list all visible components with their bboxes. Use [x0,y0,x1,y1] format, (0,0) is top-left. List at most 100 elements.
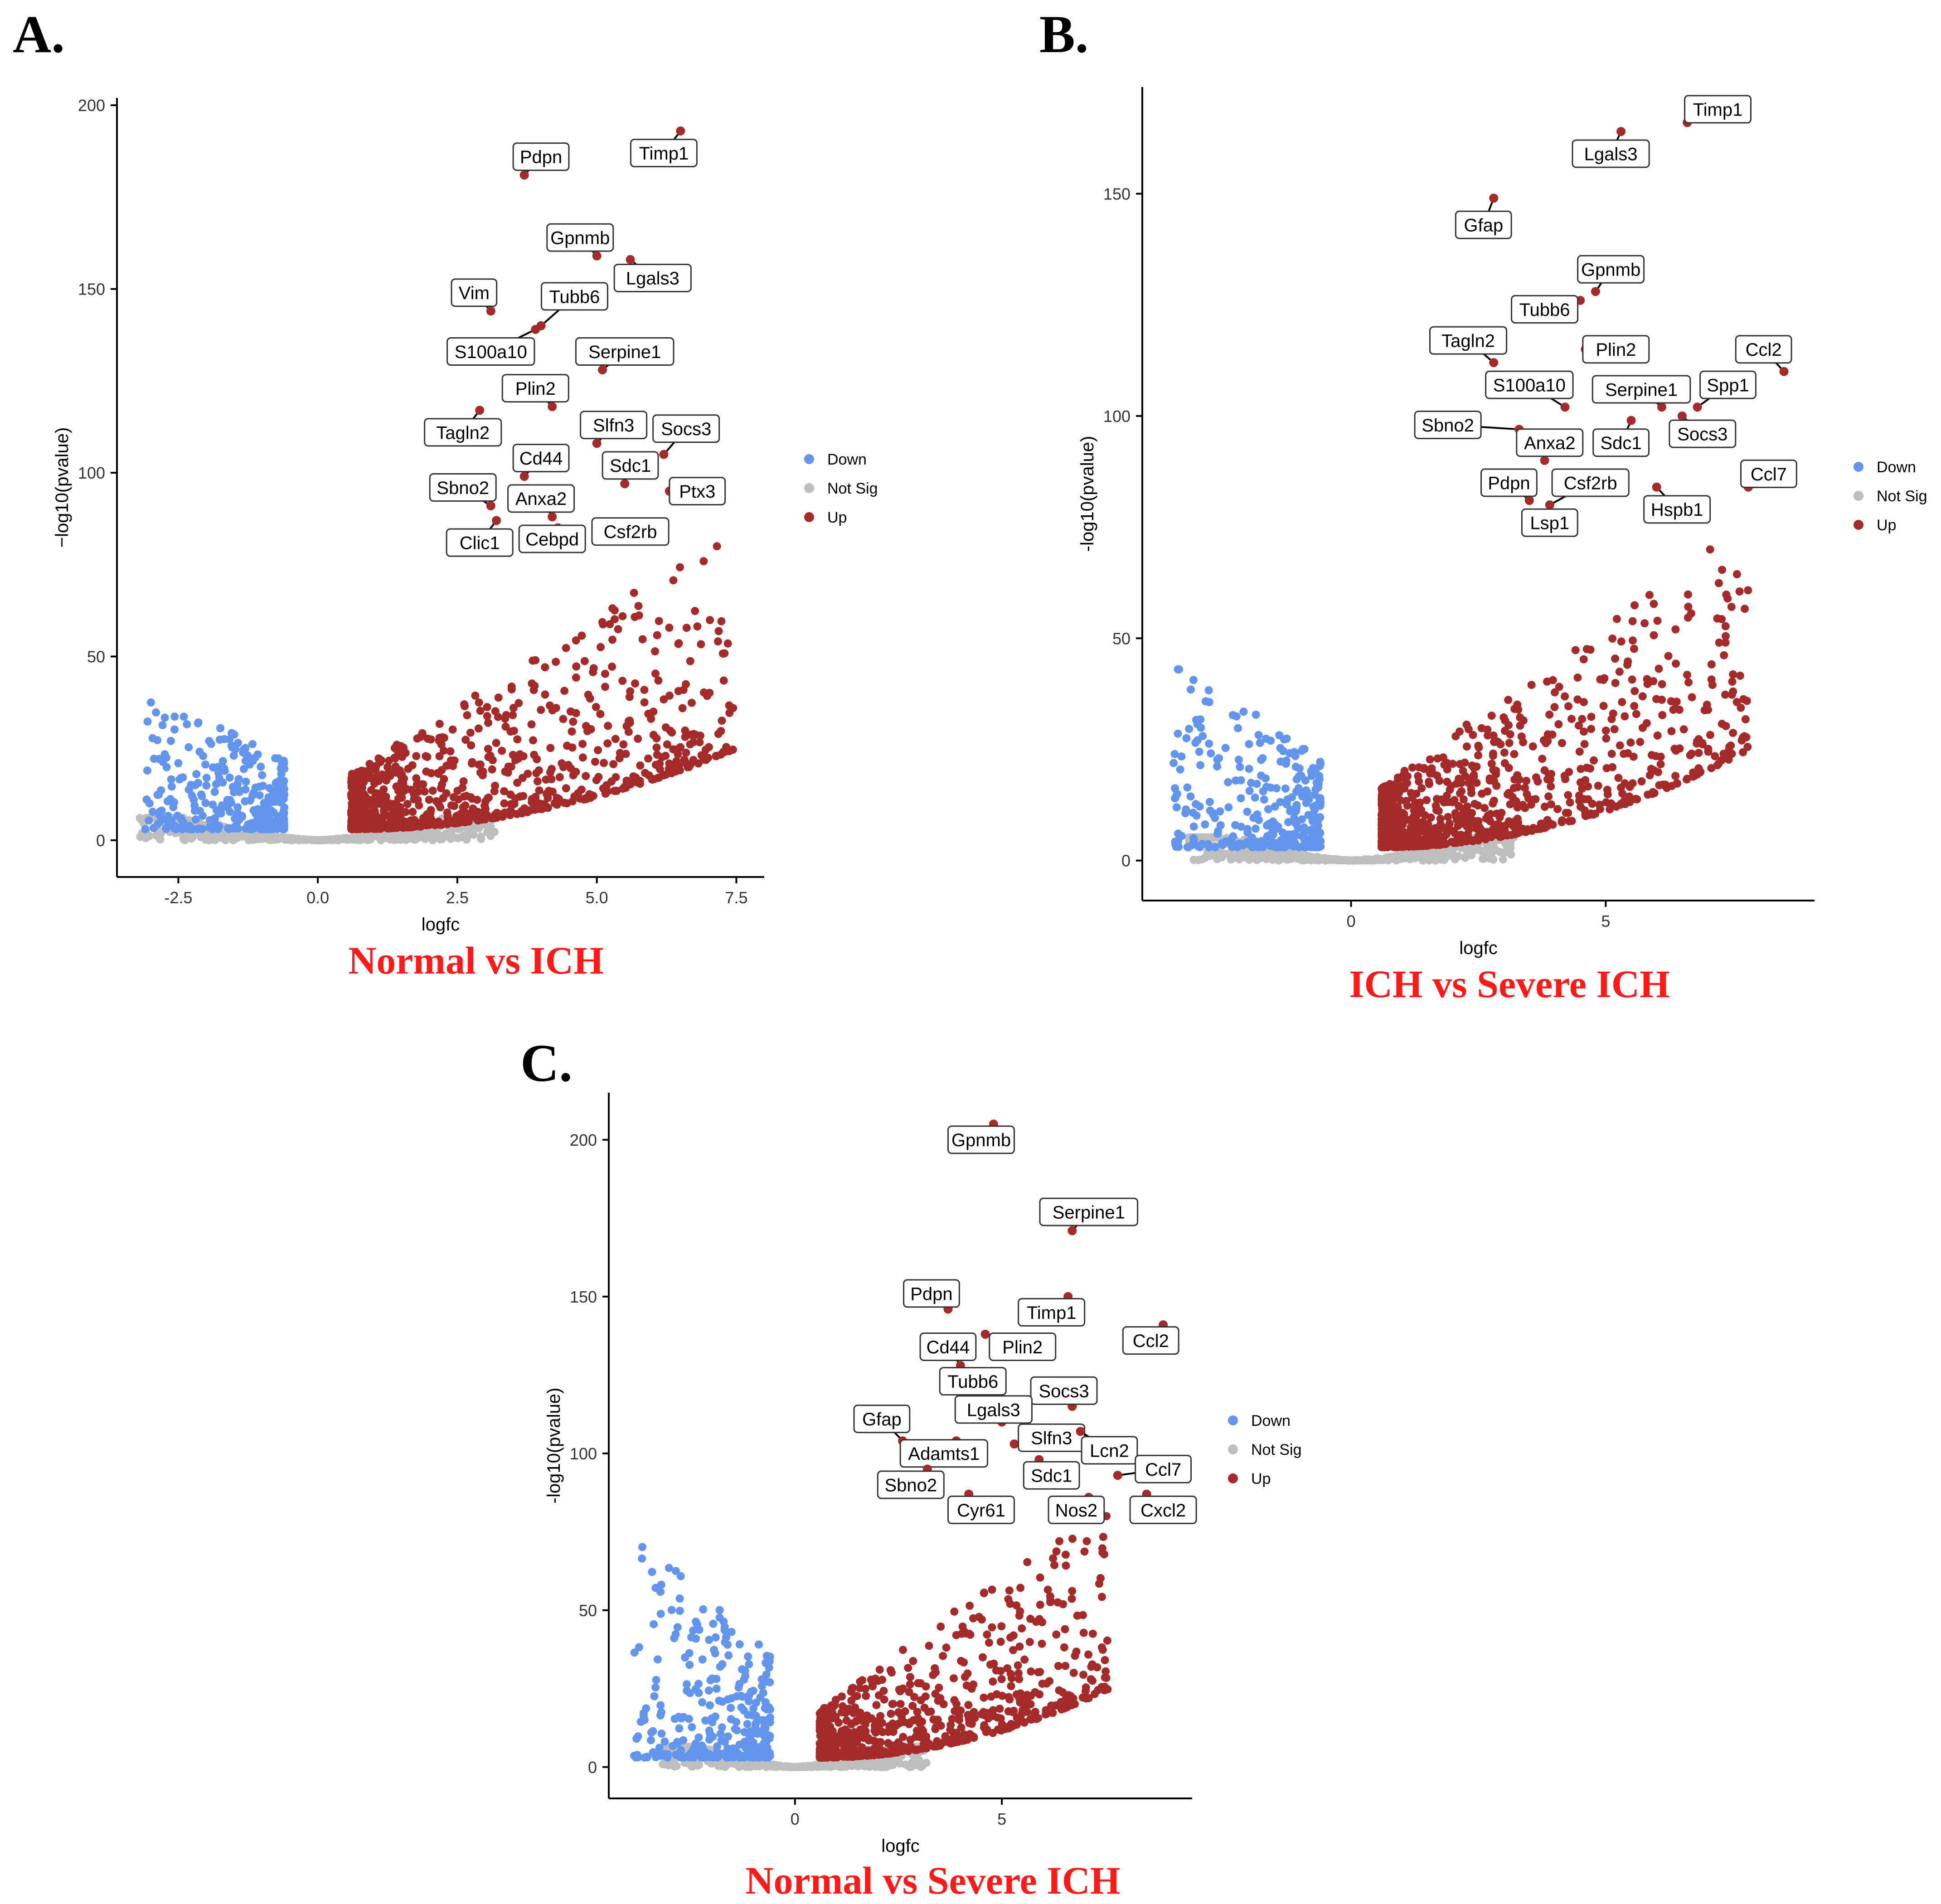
point-up [686,740,694,749]
point-up [1505,739,1514,747]
point-up [425,795,433,804]
point-down [202,781,211,790]
point-down [766,1678,774,1686]
point-down [1276,798,1285,806]
point-up [1741,715,1750,723]
point-up [1004,1595,1013,1604]
point-up [439,794,447,802]
point-up [437,766,446,775]
point-up [398,753,407,761]
point-down [170,798,179,807]
point-up [1737,736,1746,745]
legend-label: Down [827,451,867,468]
point-up [477,815,485,824]
point-up [529,656,537,665]
point-down [727,1694,736,1703]
gene-label-box [507,484,575,513]
point-not-sig [346,834,355,843]
point-not-sig [659,1760,667,1768]
point-up [1009,1631,1018,1640]
y-tick-label: 200 [78,96,105,115]
point-down [280,785,288,793]
point-down [715,1696,723,1705]
point-up [572,636,580,644]
point-up [427,769,436,777]
point-not-sig [1194,856,1203,864]
legend-swatch [1854,491,1863,501]
point-down [174,759,183,767]
point-down [280,819,288,827]
point-up [1506,791,1515,799]
point-up [1420,764,1428,772]
point-up [1545,710,1554,719]
point-down [1198,840,1206,848]
point-up [1446,785,1454,794]
point-up [518,809,526,818]
point-up [483,712,491,720]
point-up [1457,779,1465,787]
point-down [155,818,164,826]
point-down [1232,776,1240,785]
point-down [1172,803,1181,812]
point-up [349,805,357,814]
point-down [1276,757,1285,766]
point-down [1195,747,1203,756]
point-down [761,1728,770,1737]
point-up [1467,789,1475,797]
point-labeled [1524,496,1534,505]
point-up [714,730,723,738]
point-up [603,739,612,748]
point-up [906,1680,914,1689]
point-down [1290,814,1298,822]
point-labeled [1545,500,1554,510]
point-not-sig [215,833,223,842]
point-not-sig [462,835,471,844]
point-down [180,712,188,721]
point-up [1456,727,1464,736]
point-up [1573,673,1582,682]
point-down [747,1688,755,1696]
point-up [1485,776,1494,785]
point-down [188,825,197,833]
point-down [1201,820,1209,828]
point-up [713,542,721,551]
point-up [1489,825,1497,834]
point-not-sig [248,836,257,844]
point-down [699,1605,708,1613]
point-up [675,744,683,752]
point-down [712,1675,721,1683]
point-up [578,753,587,762]
point-down [685,1661,694,1669]
point-up [383,820,392,829]
point-down [1171,784,1179,793]
point-up [977,1615,986,1624]
point-not-sig [284,835,292,843]
legend-label: Not Sig [827,480,878,497]
point-not-sig [1432,849,1441,858]
point-up [997,1675,1006,1683]
point-up [423,734,432,743]
point-down [743,1720,752,1728]
point-up [939,1652,947,1660]
point-not-sig [308,836,317,844]
point-up [581,795,590,804]
point-down [191,815,200,824]
point-down [745,1660,753,1668]
point-down [148,734,157,742]
point-up [941,1732,950,1740]
gene-label: Plin2 [1596,340,1636,360]
point-up [483,703,491,712]
point-up [942,1643,951,1652]
point-up [1097,1643,1106,1652]
point-up [498,746,506,755]
point-up [515,750,524,759]
point-up [1427,813,1435,822]
point-down [675,1724,684,1733]
point-up [448,725,457,734]
point-labeled [519,170,529,180]
point-up [1414,808,1422,816]
point-down [1239,707,1248,716]
point-down [712,1684,721,1693]
